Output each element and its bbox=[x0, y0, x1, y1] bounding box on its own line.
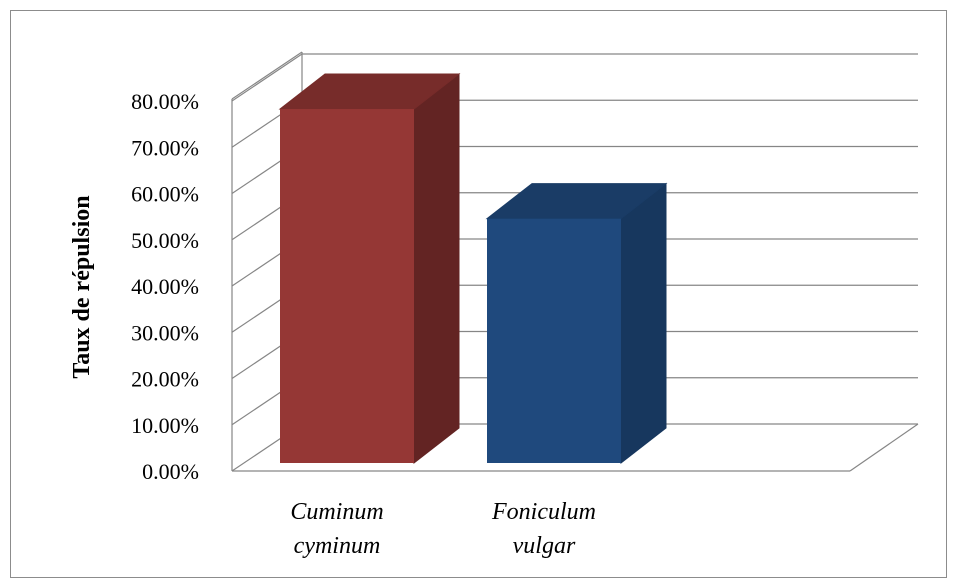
y-tick-labels: 0.00% 10.00% 20.00% 30.00% 40.00% 50.00% 60.00… bbox=[131, 89, 199, 484]
bar bbox=[485, 182, 668, 465]
bar-side bbox=[620, 182, 667, 465]
left-wall-top-edge bbox=[231, 51, 303, 100]
y-tick-label: 0.00% bbox=[142, 459, 199, 484]
x-category-label: Cuminum cyminum bbox=[290, 499, 383, 559]
y-tick-label: 30.00% bbox=[131, 320, 199, 345]
chart-frame bbox=[10, 10, 947, 578]
y-tick-label: 20.00% bbox=[131, 367, 199, 392]
y-axis-title: Taux de répulsion bbox=[69, 195, 95, 378]
bar-front bbox=[487, 218, 621, 463]
bar bbox=[278, 73, 461, 465]
x-category-labels: Cuminum cyminum Foniculum vulgar bbox=[290, 499, 596, 559]
bar-front bbox=[280, 109, 414, 464]
y-tick-label: 50.00% bbox=[131, 228, 199, 253]
y-tick-label: 40.00% bbox=[131, 274, 199, 299]
floor-right-edge bbox=[849, 423, 919, 472]
y-tick-label: 80.00% bbox=[131, 89, 199, 114]
y-tick-label: 60.00% bbox=[131, 182, 199, 207]
grid-line-wall bbox=[231, 53, 303, 102]
bar-side bbox=[413, 73, 460, 465]
x-category-label: Foniculum vulgar bbox=[491, 499, 596, 559]
y-tick-label: 70.00% bbox=[131, 135, 199, 160]
bars bbox=[278, 73, 668, 465]
y-tick-label: 10.00% bbox=[131, 413, 199, 438]
